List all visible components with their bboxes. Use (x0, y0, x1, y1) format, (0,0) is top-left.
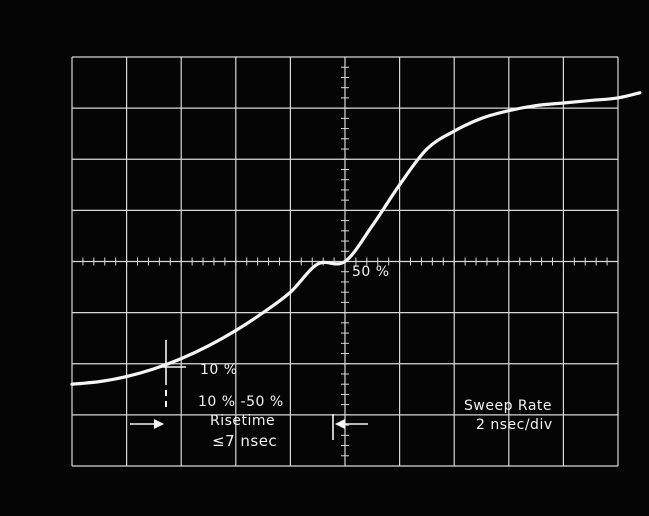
sweep-rate-title: Sweep Rate (464, 398, 553, 414)
risetime-label: Risetime (210, 413, 276, 429)
left-arrow-head (154, 419, 164, 429)
fifty-percent-label: 50 % (352, 264, 390, 280)
sweep-rate-value: 2 nsec/div (476, 417, 553, 433)
right-arrow-head (335, 419, 345, 429)
ten-percent-label: 10 % (200, 362, 238, 378)
signal-trace (70, 91, 642, 386)
risetime-markers (130, 340, 368, 440)
risetime-value-label: ≤7 nsec (212, 432, 278, 450)
graticule-ticks (71, 56, 619, 467)
risetime-range-label: 10 % -50 % (198, 394, 284, 410)
